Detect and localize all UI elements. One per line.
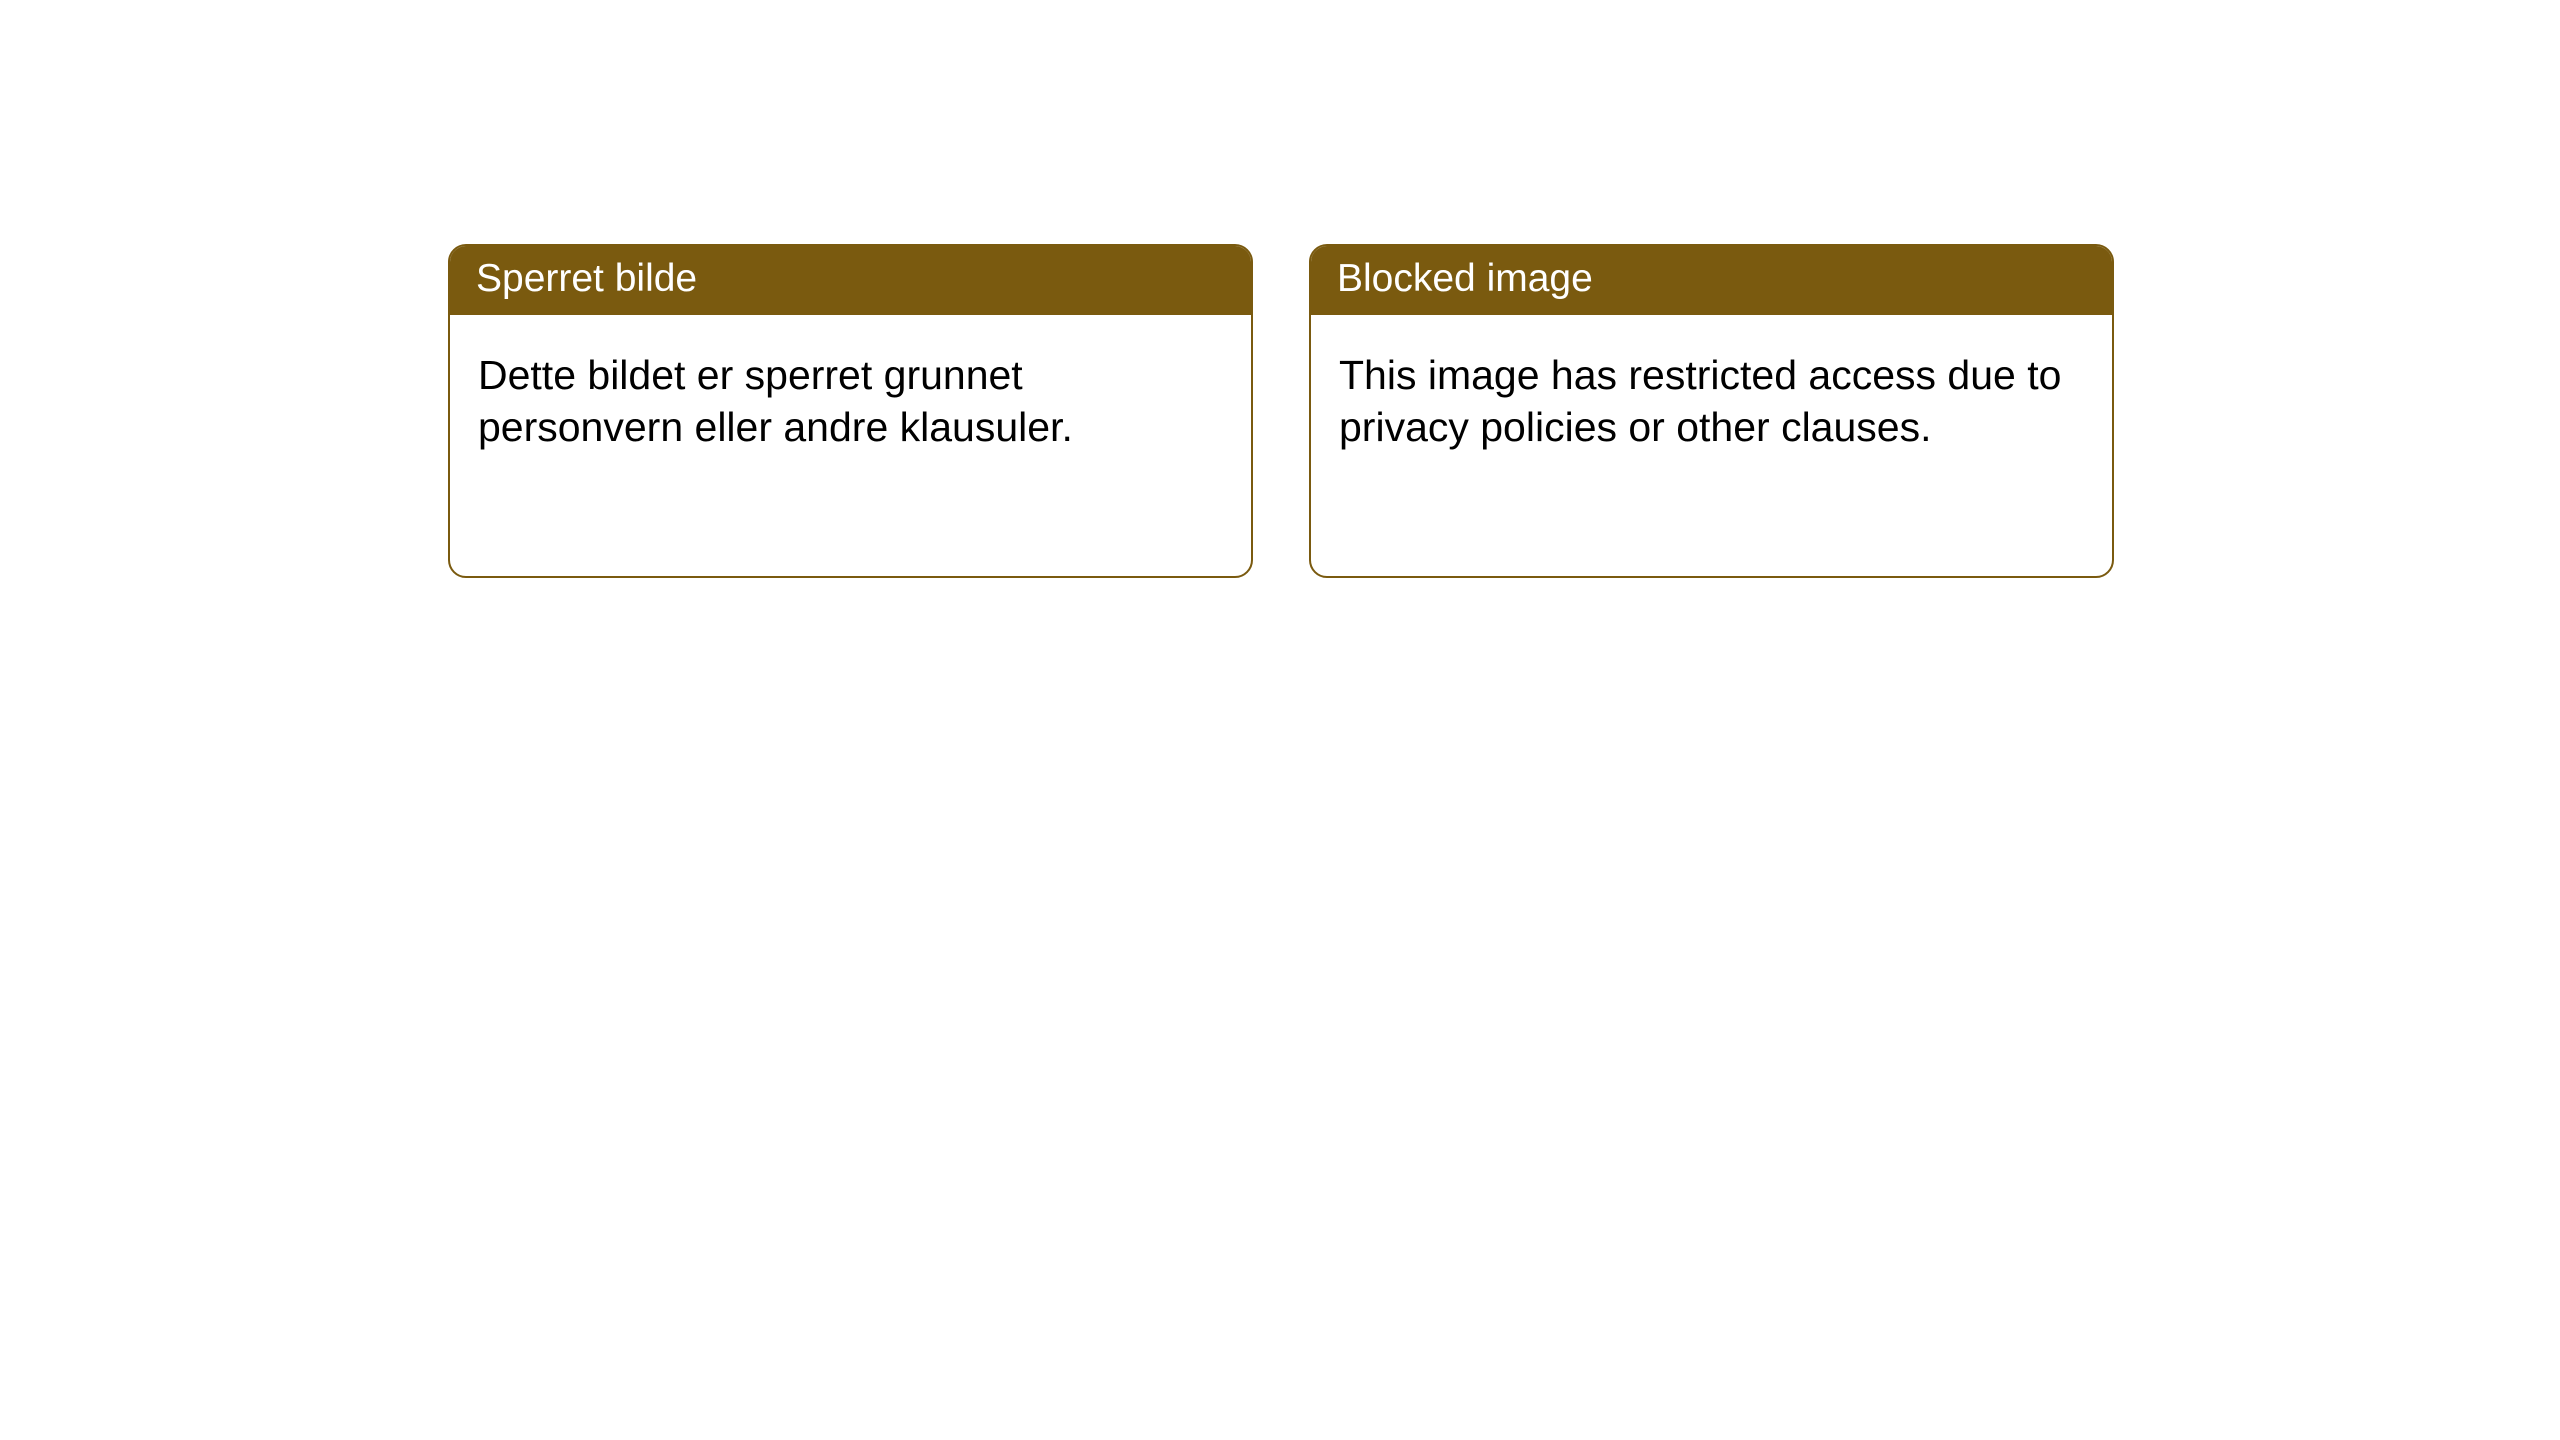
notice-card-no: Sperret bilde Dette bildet er sperret gr… [448,244,1253,578]
notice-card-body: Dette bildet er sperret grunnet personve… [450,315,1251,488]
notice-container: Sperret bilde Dette bildet er sperret gr… [0,0,2560,578]
notice-card-header: Sperret bilde [450,246,1251,315]
notice-card-body: This image has restricted access due to … [1311,315,2112,488]
notice-card-header: Blocked image [1311,246,2112,315]
notice-card-en: Blocked image This image has restricted … [1309,244,2114,578]
